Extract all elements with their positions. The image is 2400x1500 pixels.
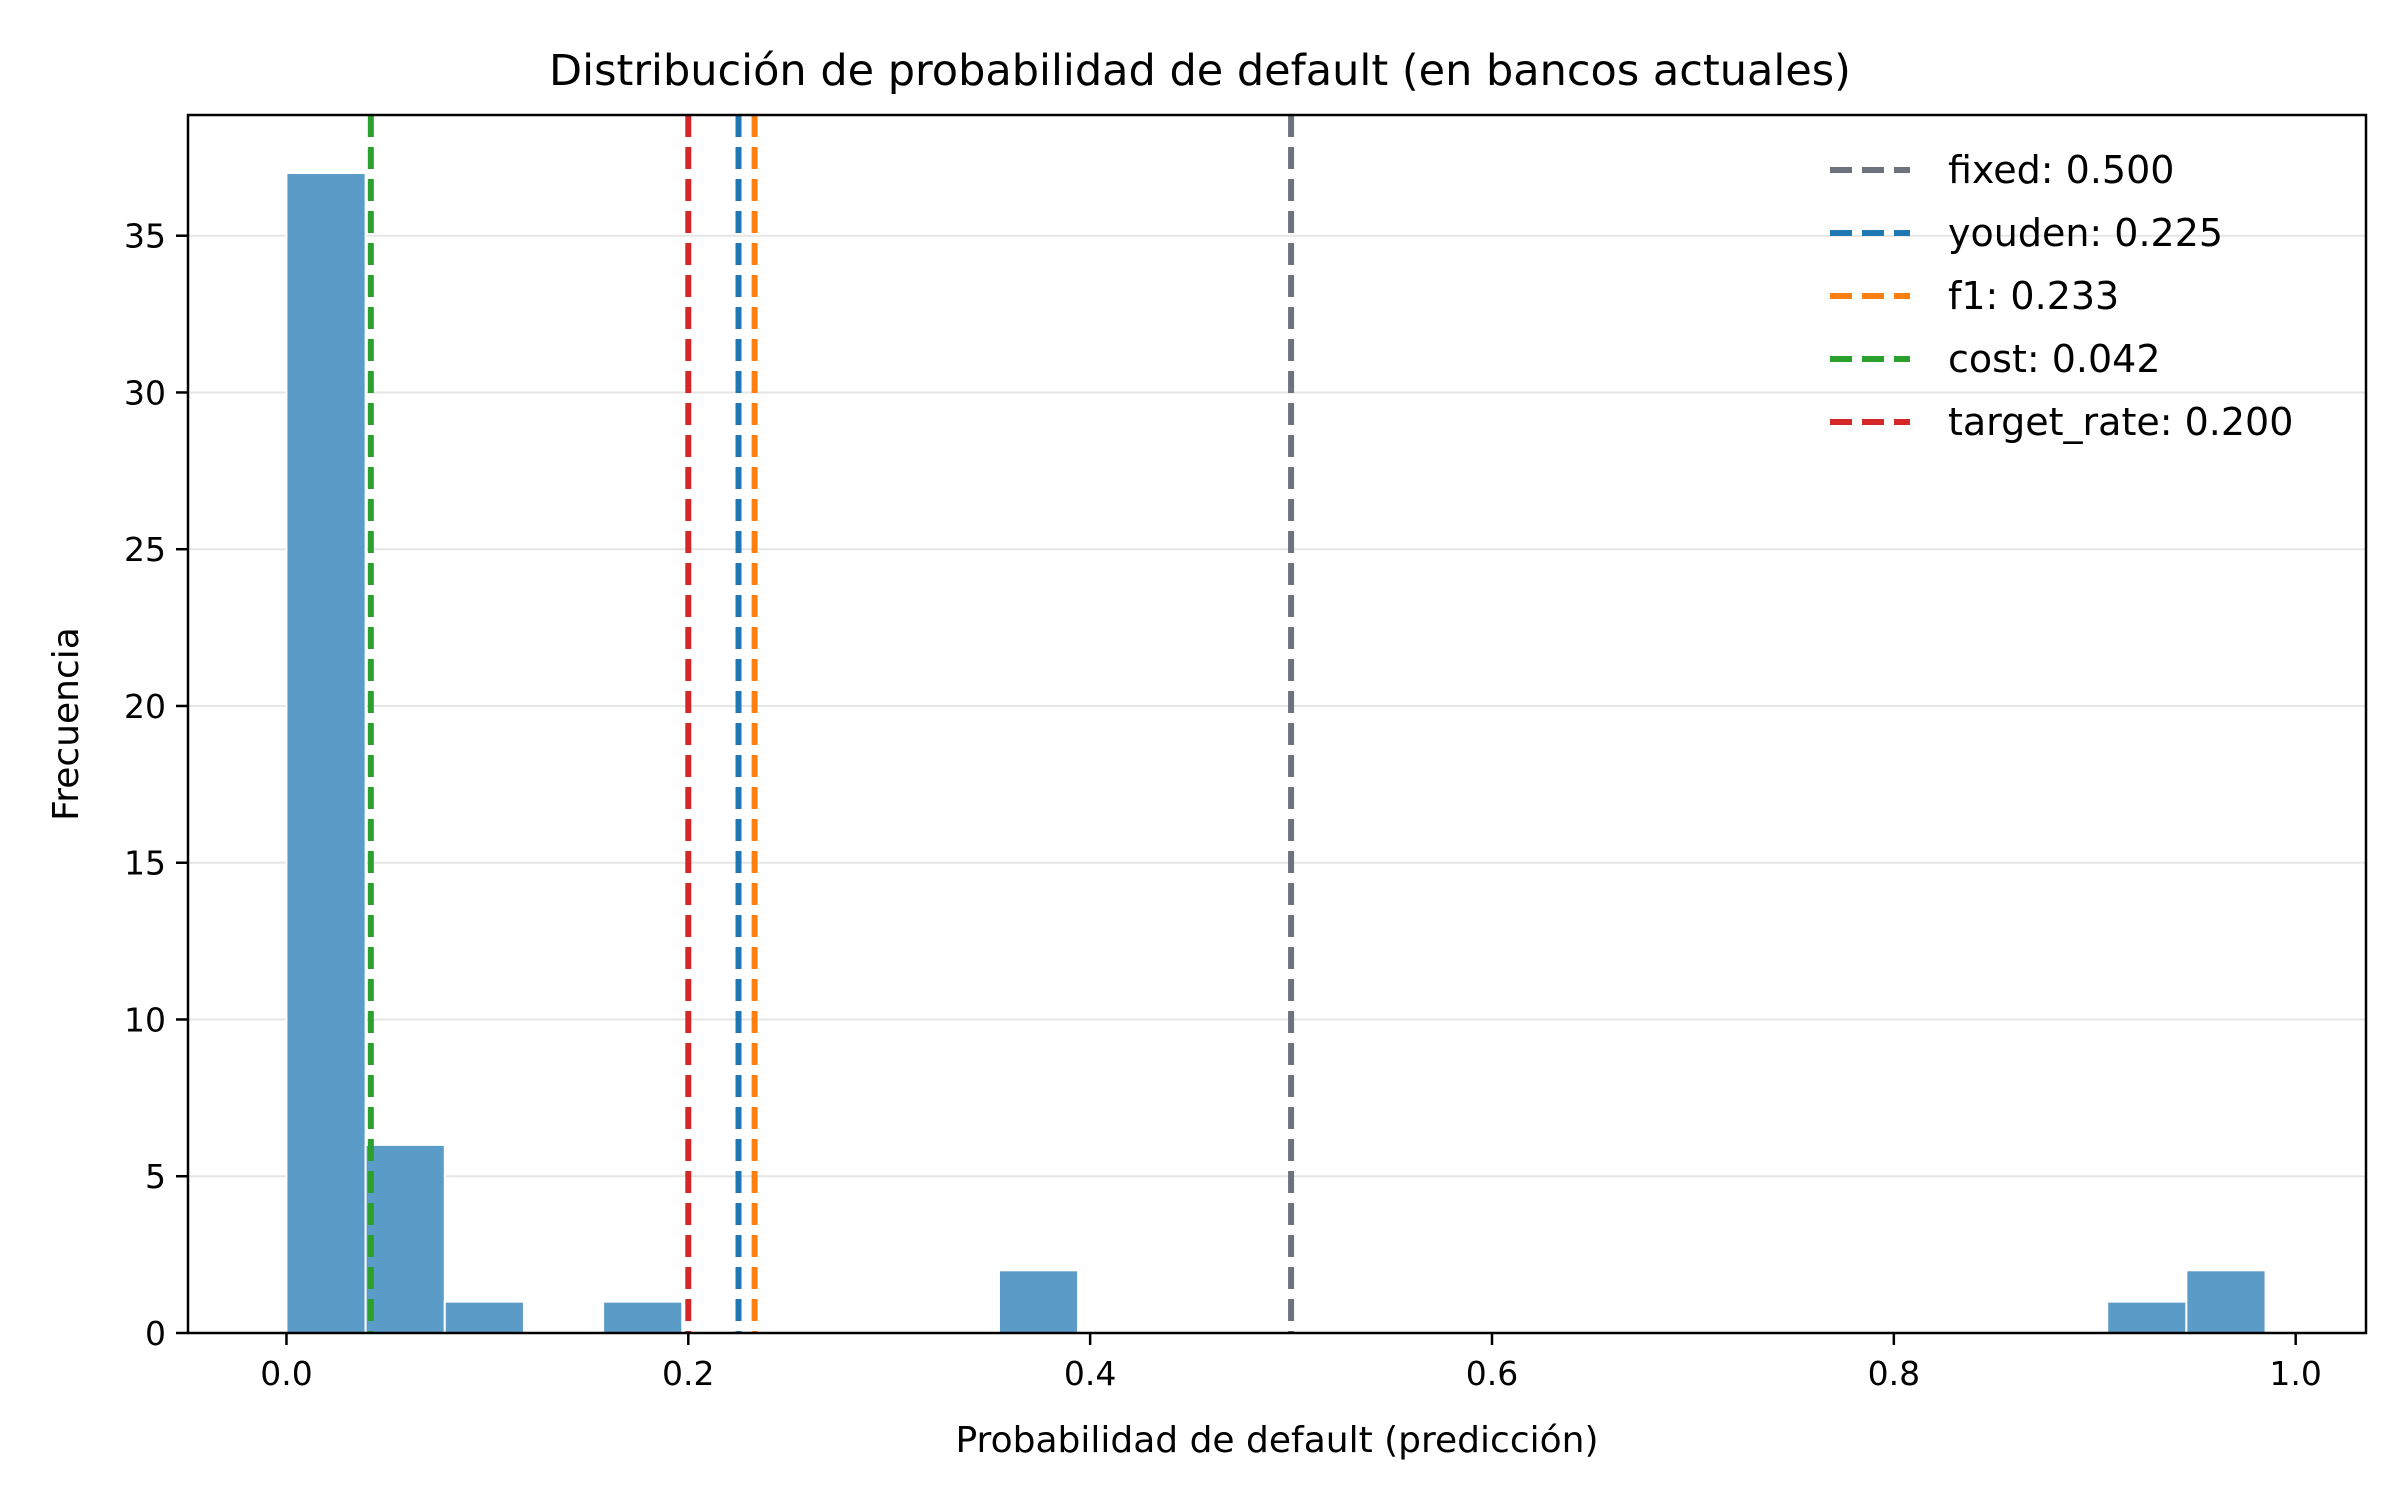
histogram-bar-24 (2185, 1269, 2267, 1334)
x-tick-label-1: 0.2 (662, 1354, 714, 1393)
y-tick-label-4: 20 (124, 687, 166, 726)
histogram-bar-0 (285, 172, 367, 1334)
histogram-bar-9 (997, 1269, 1080, 1334)
y-tick-label-7: 35 (124, 217, 166, 256)
plot-area-frame (186, 113, 2368, 1335)
y-axis-ticks: 0 5 10 15 20 25 30 35 (124, 217, 188, 1353)
legend-label-youden: youden: 0.225 (1948, 211, 2223, 255)
histogram-bar-1 (364, 1143, 446, 1334)
y-axis-title: Frecuencia (46, 627, 87, 821)
x-axis-ticks: 0.0 0.2 0.4 0.6 0.8 1.0 (260, 1333, 2322, 1393)
x-tick-label-0: 0.0 (260, 1354, 312, 1393)
chart-title: Distribución de probabilidad de default … (549, 46, 1851, 96)
legend-label-f1: f1: 0.233 (1948, 274, 2119, 318)
x-tick-label-4: 0.8 (1868, 1354, 1920, 1393)
y-tick-label-6: 30 (124, 373, 166, 412)
x-tick-label-3: 0.6 (1466, 1354, 1518, 1393)
x-tick-label-2: 0.4 (1064, 1354, 1116, 1393)
y-tick-label-1: 5 (145, 1157, 166, 1196)
threshold-lines (367, 115, 1295, 1333)
x-tick-label-5: 1.0 (2269, 1354, 2321, 1393)
histogram-bar-23 (2106, 1300, 2188, 1335)
x-axis-title: Probabilidad de default (predicción) (955, 1420, 1598, 1461)
legend-label-target-rate: target_rate: 0.200 (1948, 400, 2293, 444)
legend: fixed: 0.500 youden: 0.225 f1: 0.233 cost: … (1830, 148, 2293, 444)
histogram-bar-2 (443, 1300, 525, 1335)
y-tick-label-3: 15 (124, 844, 166, 883)
gridlines (188, 234, 2366, 1178)
histogram-bar-4 (602, 1300, 684, 1335)
legend-label-cost: cost: 0.042 (1948, 337, 2161, 381)
legend-label-fixed: fixed: 0.500 (1948, 148, 2174, 192)
y-tick-label-0: 0 (145, 1314, 166, 1353)
y-tick-label-2: 10 (124, 1000, 166, 1039)
y-tick-label-5: 25 (124, 530, 166, 569)
